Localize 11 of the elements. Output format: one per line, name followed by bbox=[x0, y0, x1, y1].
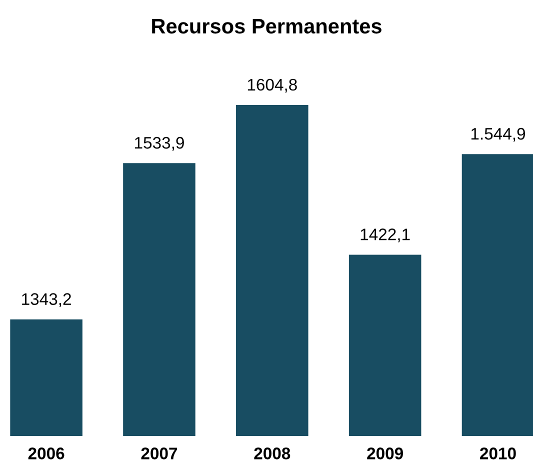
chart-title: Recursos Permanentes bbox=[152, 19, 382, 34]
data-label: 1533,9 bbox=[135, 136, 184, 151]
x-tick-label: 2008 bbox=[254, 448, 290, 460]
x-tick-label: 2009 bbox=[367, 448, 403, 460]
data-label: 1422,1 bbox=[360, 228, 410, 242]
x-tick-label: 2010 bbox=[480, 448, 516, 460]
data-label: 1604,8 bbox=[248, 78, 297, 93]
data-label: 1.544,9 bbox=[471, 128, 526, 142]
x-tick-label: 2007 bbox=[141, 448, 178, 460]
x-tick-label: 2006 bbox=[28, 448, 64, 460]
data-label: 1343,2 bbox=[22, 293, 71, 307]
